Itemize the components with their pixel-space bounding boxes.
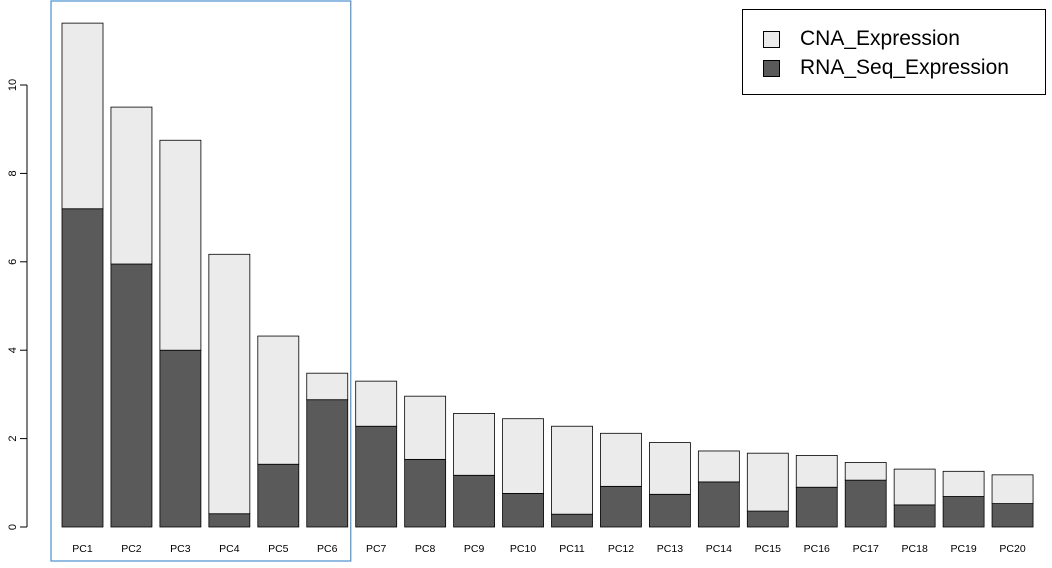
legend-swatch-rna — [763, 59, 780, 77]
x-tick-label-pc14: PC14 — [706, 543, 732, 555]
x-tick-label-pc6: PC6 — [317, 543, 338, 555]
bar-cna-pc4 — [208, 253, 251, 515]
x-axis-labels: PC1 PC2 PC3 PC4 PC5 PC6 PC7 PC8 PC9 PC10 PC11 PC12 P… — [72, 543, 1026, 555]
bar-rna-pc7 — [355, 425, 398, 528]
x-tick-label-pc19: PC19 — [950, 543, 976, 555]
bar-rna-pc4 — [208, 513, 251, 528]
x-tick-label-pc11: PC11 — [559, 543, 585, 555]
bar-rna-pc13 — [649, 493, 691, 528]
bar-cna-pc5 — [257, 335, 300, 465]
bar-cna-pc2 — [110, 106, 153, 265]
legend-swatch-cna — [763, 30, 780, 48]
legend-label-rna: RNA_Seq_Expression — [800, 56, 1009, 79]
bar-cna-pc20 — [991, 474, 1034, 504]
x-tick-label-pc12: PC12 — [608, 543, 634, 555]
bar-rna-pc1 — [61, 208, 104, 528]
bar-cna-pc6 — [306, 372, 349, 401]
y-tick-label-0: 0 — [7, 524, 19, 530]
bar-rna-pc18 — [893, 504, 936, 528]
bar-rna-pc15 — [746, 510, 789, 528]
x-tick-label-pc3: PC3 — [170, 543, 191, 555]
y-tick-label-4: 8 — [7, 170, 19, 176]
x-tick-label-pc13: PC13 — [657, 543, 683, 555]
bar-rna-pc6 — [306, 399, 349, 528]
x-tick-label-pc5: PC5 — [268, 543, 289, 555]
bar-rna-pc5 — [257, 463, 300, 528]
y-tick-label-3: 6 — [7, 259, 19, 265]
y-tick-label-5: 10 — [7, 79, 19, 91]
x-tick-label-pc2: PC2 — [121, 543, 142, 555]
x-tick-label-pc15: PC15 — [755, 543, 781, 555]
highlight-rect — [50, 0, 352, 562]
bar-cna-pc11 — [551, 425, 593, 515]
bar-cna-pc14 — [697, 450, 740, 483]
bar-cna-pc19 — [942, 470, 985, 497]
x-tick-label-pc9: PC9 — [464, 543, 485, 555]
bar-cna-pc12 — [600, 432, 642, 487]
legend-item-cna: CNA_Expression — [763, 24, 960, 54]
bar-rna-pc3 — [159, 349, 202, 528]
x-tick-label-pc18: PC18 — [902, 543, 928, 555]
bar-rna-pc11 — [551, 513, 593, 528]
bar-cna-pc17 — [844, 462, 887, 481]
bar-rna-pc12 — [600, 485, 642, 528]
bar-rna-pc16 — [795, 486, 838, 528]
x-tick-label-pc1: PC1 — [72, 543, 93, 555]
bar-rna-pc14 — [697, 481, 740, 528]
x-tick-label-pc7: PC7 — [366, 543, 387, 555]
legend-item-rna: RNA_Seq_Expression — [763, 53, 1009, 83]
bar-rna-pc19 — [942, 496, 985, 528]
bar-cna-pc15 — [746, 452, 789, 512]
y-tick-label-1: 2 — [7, 436, 19, 442]
x-tick-label-pc17: PC17 — [853, 543, 879, 555]
bar-rna-pc2 — [110, 263, 153, 528]
x-tick-label-pc8: PC8 — [415, 543, 436, 555]
bar-cna-pc1 — [61, 22, 104, 210]
x-tick-label-pc16: PC16 — [804, 543, 830, 555]
x-tick-label-pc10: PC10 — [510, 543, 536, 555]
legend: CNA_Expression RNA_Seq_Expression — [742, 9, 1046, 95]
bar-rna-pc10 — [502, 493, 544, 528]
x-tick-label-pc20: PC20 — [999, 543, 1025, 555]
bar-cna-pc18 — [893, 468, 936, 506]
bar-cna-pc3 — [159, 139, 202, 351]
bar-cna-pc7 — [355, 380, 398, 427]
bar-rna-pc8 — [404, 458, 447, 528]
bar-cna-pc9 — [453, 413, 496, 476]
bar-cna-pc13 — [649, 442, 691, 495]
x-tick-label-pc4: PC4 — [219, 543, 240, 555]
bar-rna-pc9 — [453, 474, 496, 528]
bar-rna-pc20 — [991, 503, 1034, 528]
y-axis: 0 2 4 6 8 10 — [7, 79, 28, 530]
highlight-box — [50, 0, 352, 562]
bar-cna-pc10 — [502, 418, 544, 494]
bar-cna-pc16 — [795, 454, 838, 488]
bar-cna-pc8 — [404, 395, 447, 460]
bar-rna-pc17 — [844, 479, 887, 528]
y-tick-label-2: 4 — [7, 347, 19, 353]
bars — [61, 22, 1034, 528]
legend-label-cna: CNA_Expression — [800, 27, 960, 50]
